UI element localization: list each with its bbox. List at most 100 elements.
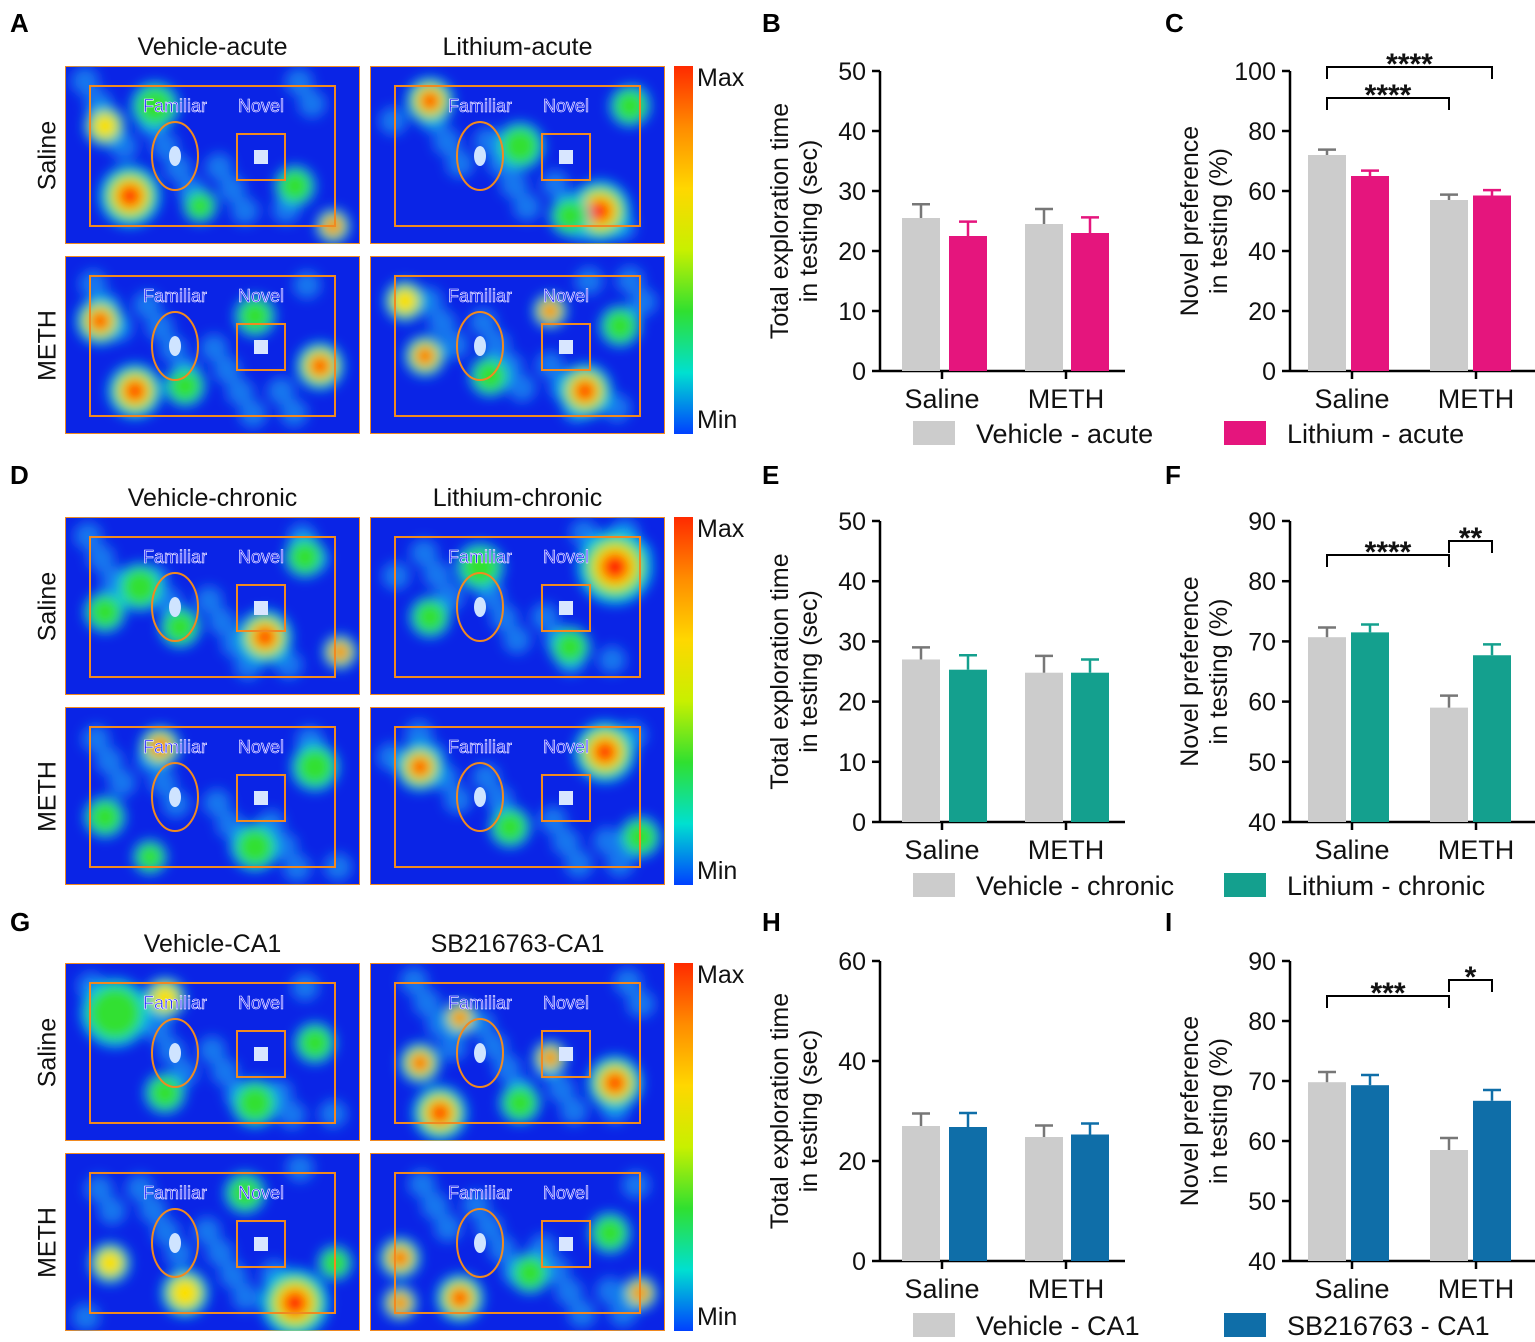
familiar-object-zone [456,121,504,191]
novel-object-zone [541,1220,591,1268]
bar-meth-vehicle [1430,200,1468,371]
significance-stars: **** [1365,536,1412,569]
novel-object [254,601,268,615]
colorbar-min-label: Min [697,406,738,434]
y-tick-label: 50 [838,508,866,536]
familiar-label: Familiar [143,737,207,757]
y-tick-label: 40 [1248,238,1276,266]
colorbar-max-label: Max [697,961,745,989]
x-tick-label: Saline [904,1274,979,1304]
arena-outline [89,275,336,417]
familiar-object-zone [151,1208,199,1278]
familiar-object-zone [456,762,504,832]
arena-outline [89,85,336,227]
familiar-label: Familiar [143,286,207,306]
y-tick-label: 20 [1248,298,1276,326]
occupancy-heatmap: Familiar Novel [65,1153,360,1331]
occupancy-heatmap: Familiar Novel [65,256,360,434]
novel-object-zone [236,323,286,371]
legend-swatch-vehicle [913,421,955,445]
familiar-object [169,1043,181,1063]
y-tick-label: 20 [838,689,866,717]
significance-stars: ** [1459,522,1483,555]
x-tick-label: Saline [1314,1274,1389,1304]
bar-saline-treatment [1351,176,1389,371]
occupancy-heatmap: Familiar Novel [65,66,360,244]
y-tick-label: 0 [852,809,866,837]
significance-bracket [1448,540,1493,553]
occupancy-heatmap: Familiar Novel [370,517,665,695]
familiar-object [474,787,486,807]
novel-label: Novel [543,737,589,757]
heatmap-column-title: Lithium-acute [442,33,593,61]
colorbar-max-label: Max [697,64,745,92]
novel-label: Novel [238,547,284,567]
y-tick-label: 40 [838,568,866,596]
x-tick-label: Saline [904,384,979,414]
y-axis-label: in testing (%) [1205,148,1233,294]
significance-stars: *** [1370,977,1405,1010]
significance-bracket [1326,97,1450,110]
y-axis-label: in testing (sec) [795,590,823,753]
novel-object-zone [236,584,286,632]
panel-letter-a: A [10,8,29,38]
significance-stars: **** [1386,48,1433,81]
bar-meth-vehicle [1025,1137,1063,1261]
y-tick-label: 0 [852,1248,866,1276]
y-axis-label: Total exploration time [766,103,794,339]
novel-label: Novel [543,286,589,306]
colorbar-min-label: Min [697,1303,738,1331]
y-tick-label: 100 [1234,58,1276,86]
heatmap-column-title: Vehicle-chronic [127,484,298,512]
y-tick-label: 50 [838,58,866,86]
x-tick-label: METH [1438,1274,1515,1304]
bar-saline-vehicle [902,218,940,371]
y-axis-label: Total exploration time [766,553,794,789]
y-tick-label: 30 [838,628,866,656]
y-tick-label: 60 [1248,178,1276,206]
x-tick-label: Saline [1314,835,1389,865]
arena-outline [394,536,641,678]
y-tick-label: 40 [838,1048,866,1076]
novel-label: Novel [238,286,284,306]
familiar-label: Familiar [448,286,512,306]
y-tick-label: 80 [1248,568,1276,596]
novel-object-zone [236,1030,286,1078]
legend-swatch-vehicle [913,1313,955,1337]
familiar-object-zone [151,1018,199,1088]
y-tick-label: 70 [1248,1068,1276,1096]
colorbar [674,963,693,1331]
y-axis-label: Total exploration time [766,993,794,1229]
occupancy-heatmap: Familiar Novel [370,1153,665,1331]
legend-swatch-treatment [1224,873,1266,897]
bar-saline-vehicle [902,1126,940,1261]
novel-object [254,340,268,354]
familiar-object [474,146,486,166]
familiar-object [169,597,181,617]
familiar-object-zone [151,762,199,832]
y-tick-label: 80 [1248,1008,1276,1036]
familiar-label: Familiar [448,737,512,757]
novel-object [254,791,268,805]
y-axis-label: in testing (%) [1205,599,1233,745]
y-tick-label: 80 [1248,118,1276,146]
familiar-object-zone [151,572,199,642]
familiar-object-zone [151,121,199,191]
heatmap-column-title: Vehicle-CA1 [143,930,282,958]
panel-letter-f: F [1165,460,1181,490]
significance-stars: **** [1365,79,1412,112]
panel-letter-c: C [1165,8,1184,38]
novel-label: Novel [238,1183,284,1203]
novel-object [559,791,573,805]
bar-meth-treatment [1473,195,1511,371]
bar-saline-vehicle [1308,1082,1346,1261]
familiar-object [169,1233,181,1253]
bar-meth-treatment [1071,233,1109,371]
y-tick-label: 60 [838,948,866,976]
novel-label: Novel [238,993,284,1013]
novel-label: Novel [238,737,284,757]
bar-meth-treatment [1071,672,1109,822]
y-tick-label: 0 [852,358,866,386]
occupancy-heatmap: Familiar Novel [65,517,360,695]
familiar-label: Familiar [448,1183,512,1203]
